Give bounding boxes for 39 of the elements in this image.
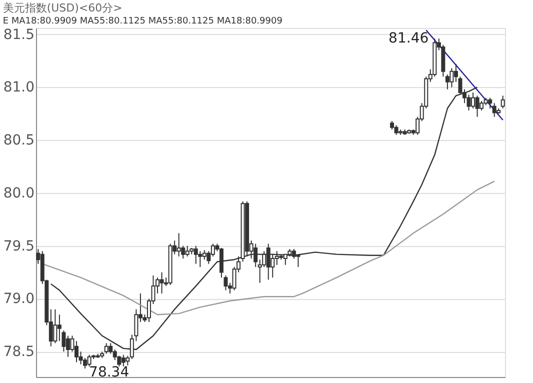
candlestick xyxy=(185,245,190,257)
annotation: 78.34 xyxy=(89,364,130,381)
y-tick-label: 80.0 xyxy=(3,185,34,202)
candlestick xyxy=(121,354,126,367)
candlestick xyxy=(126,355,130,366)
candlestick xyxy=(296,254,300,268)
candlestick xyxy=(471,92,476,109)
candlestick xyxy=(210,243,215,257)
y-tick-label: 78.5 xyxy=(3,344,34,360)
candlestick xyxy=(194,245,198,264)
chart-subtitle: E MA18:80.9909 MA55:80.1125 MA55:80.1125 MA18:80.9909 xyxy=(2,16,283,26)
annotation: 81.46 xyxy=(388,30,429,47)
candlestick xyxy=(450,68,454,88)
candlestick xyxy=(475,95,480,118)
candlestick xyxy=(87,354,92,367)
candlestick xyxy=(488,97,492,109)
candlestick xyxy=(254,243,258,268)
candlestick xyxy=(480,100,484,111)
candlestick xyxy=(274,250,279,266)
candlestick xyxy=(266,243,270,280)
candlestick xyxy=(394,124,398,136)
candlestick xyxy=(445,74,450,90)
y-tick-label: 79.5 xyxy=(3,238,34,254)
candlestick xyxy=(492,102,496,118)
y-tick-label: 80.5 xyxy=(3,132,34,149)
y-tick-label: 81.0 xyxy=(3,80,34,96)
candlestick xyxy=(53,308,58,344)
candlestick xyxy=(66,335,70,358)
y-tick-label: 81.5 xyxy=(3,26,34,43)
line-series xyxy=(42,180,495,316)
candlestick xyxy=(292,248,296,260)
chart-title: 美元指数(USD)<60分> xyxy=(2,1,122,14)
candlestick xyxy=(104,342,108,354)
candlestick xyxy=(500,95,505,109)
y-tick-label: 79.0 xyxy=(3,291,34,308)
candlestick xyxy=(176,232,181,257)
candlestick xyxy=(202,250,206,260)
candlestick xyxy=(466,94,471,111)
candlestick xyxy=(160,272,164,294)
